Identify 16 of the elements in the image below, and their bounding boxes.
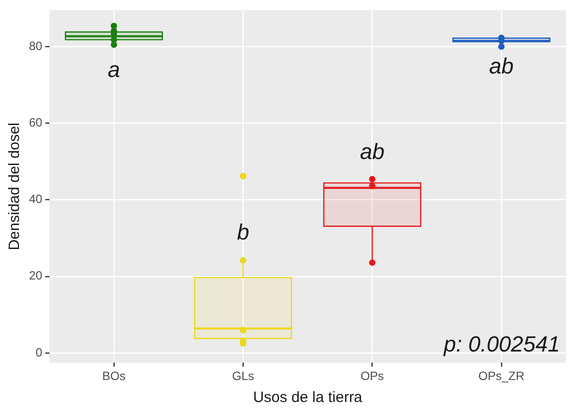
- annotation: p: 0.002541: [442, 332, 560, 357]
- y-tick-label: 0: [36, 345, 43, 360]
- x-tick-label: OPs: [360, 369, 384, 384]
- annotation: a: [108, 56, 120, 82]
- annotation: ab: [489, 54, 514, 79]
- annotation: ab: [360, 139, 384, 164]
- y-tick-label: 60: [28, 116, 43, 130]
- x-tick-label: GLs: [232, 369, 254, 384]
- y-tick-label: 20: [28, 268, 43, 283]
- y-axis-title: Densidad del dosel: [6, 122, 24, 250]
- x-tick-label: BOs: [102, 369, 126, 384]
- x-tick-label: OPs_ZR: [478, 369, 525, 384]
- x-axis-title: Usos de la tierra: [253, 389, 363, 406]
- annotation: b: [236, 220, 250, 245]
- y-tick-label: 40: [28, 192, 43, 206]
- y-tick-label: 80: [28, 38, 43, 53]
